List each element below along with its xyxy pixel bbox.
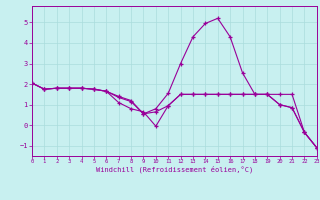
X-axis label: Windchill (Refroidissement éolien,°C): Windchill (Refroidissement éolien,°C) xyxy=(96,166,253,173)
